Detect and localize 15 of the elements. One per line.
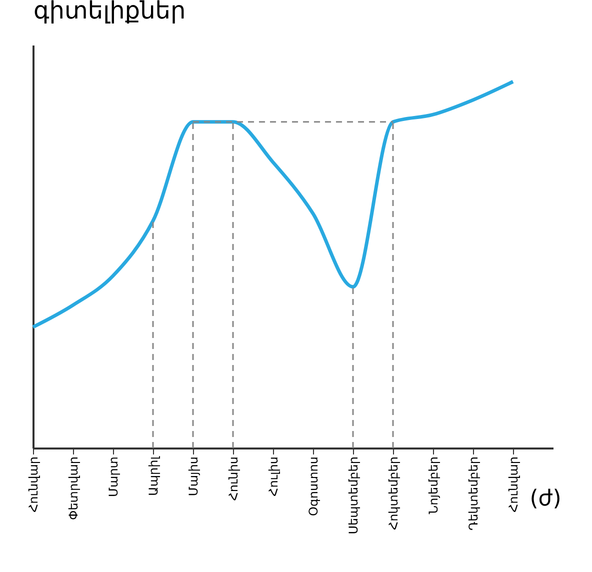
x-tick-label: Նոյեմբեր — [426, 456, 440, 514]
x-tick-label: Սեպտեմբեր — [346, 456, 360, 534]
x-tick-label: Հոկտեմբեր — [386, 456, 400, 530]
x-tick-label: Հուլիս — [266, 456, 280, 496]
x-tick-label: Ապրիլ — [146, 456, 160, 496]
x-axis-title: (ժ) — [530, 486, 562, 512]
x-tick-label: Մարտ — [106, 456, 120, 497]
x-tick-label: Հունիս — [226, 456, 240, 501]
x-tick-label: Հունվար — [506, 456, 520, 512]
x-tick-label: Դեկտեմբեր — [466, 456, 480, 530]
x-tick-label: Մայիս — [186, 456, 200, 496]
y-axis-title: գիտելիքներ — [34, 0, 186, 24]
x-tick-label: Փետրվար — [66, 456, 80, 520]
x-tick-label: Օգոստոս — [306, 456, 320, 516]
x-tick-label: Հունվար — [26, 456, 40, 512]
